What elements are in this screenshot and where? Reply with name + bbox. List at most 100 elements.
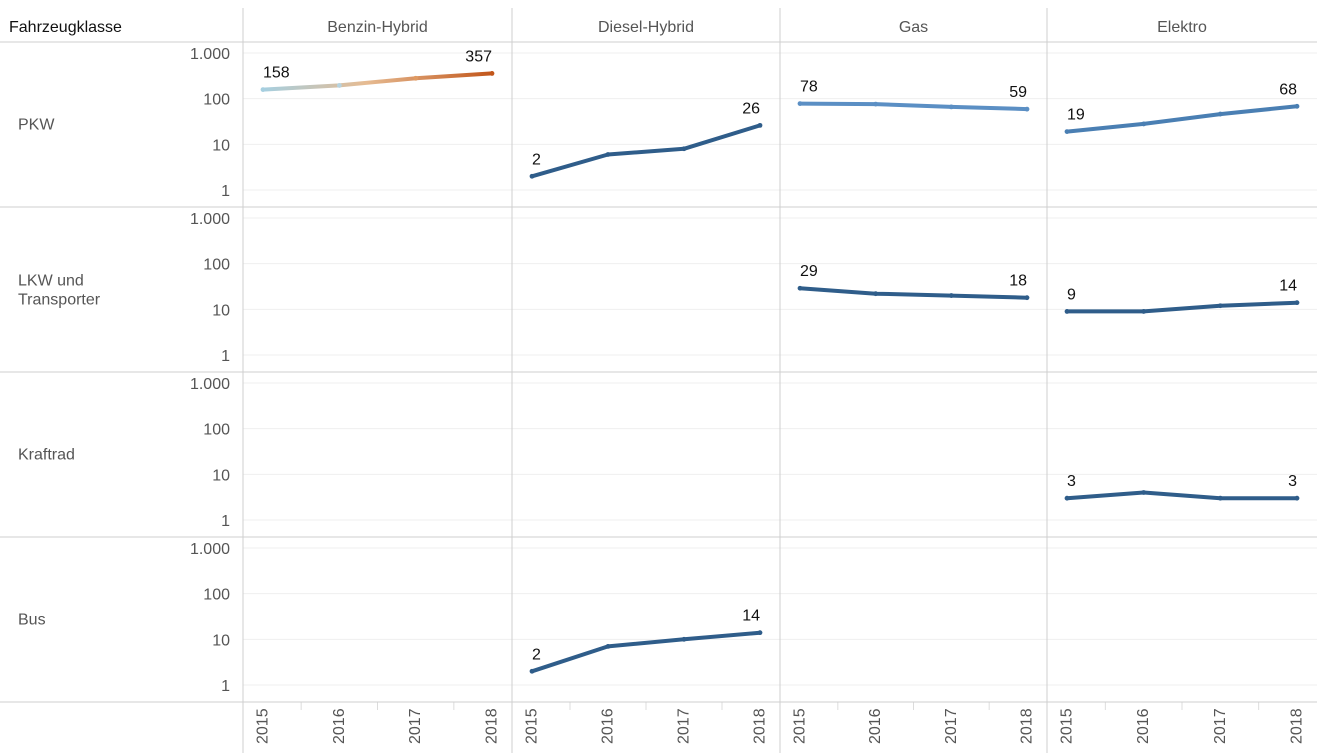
- data-label: 357: [465, 48, 492, 65]
- y-tick-label: 1: [221, 348, 230, 365]
- row-label: LKW und Transporter: [18, 273, 101, 309]
- x-tick-label: 2017: [943, 708, 960, 744]
- y-tick-label: 1.000: [190, 46, 230, 63]
- y-tick-label: 10: [212, 137, 230, 154]
- data-point: [489, 71, 495, 76]
- data-point: [1217, 303, 1223, 309]
- data-point: [757, 630, 763, 636]
- data-point: [529, 668, 535, 674]
- x-tick-label: 2016: [331, 708, 348, 744]
- y-tick-label: 1: [221, 513, 230, 530]
- x-tick-label: 2017: [1212, 708, 1229, 744]
- y-tick-label: 1.000: [190, 211, 230, 228]
- data-point: [1141, 490, 1147, 495]
- data-point: [797, 101, 803, 106]
- data-point: [1024, 295, 1030, 301]
- frame-layer: [0, 8, 1317, 753]
- column-header: Elektro: [1157, 19, 1207, 36]
- data-label: 18: [1009, 273, 1027, 290]
- y-tick-label: 1: [221, 183, 230, 200]
- data-point: [1294, 495, 1300, 501]
- data-label: 3: [1067, 473, 1076, 490]
- x-tick-label: 2015: [255, 708, 272, 744]
- data-point: [1294, 300, 1300, 306]
- series-line: [530, 630, 762, 674]
- data-point: [1217, 111, 1223, 117]
- data-point: [1064, 129, 1070, 135]
- data-point: [681, 146, 687, 152]
- y-tick-label: 100: [203, 587, 230, 604]
- data-label: 3: [1288, 473, 1297, 490]
- x-tick-label: 2015: [524, 708, 541, 744]
- row-label-line: LKW und: [18, 273, 84, 290]
- column-header: Diesel-Hybrid: [598, 19, 694, 36]
- data-label: 2: [532, 646, 541, 663]
- data-point: [948, 293, 954, 298]
- series-line: [1065, 300, 1299, 314]
- y-tick-label: 10: [212, 467, 230, 484]
- data-point: [1141, 121, 1147, 127]
- data-point: [757, 122, 763, 128]
- data-point: [1217, 495, 1223, 501]
- series-line: [1065, 104, 1299, 134]
- data-point: [681, 636, 687, 642]
- x-tick-label: 2018: [484, 708, 501, 744]
- data-label: 26: [742, 100, 760, 117]
- row-label-line: Kraftrad: [18, 447, 75, 464]
- row-label-line: PKW: [18, 117, 55, 134]
- data-point: [1141, 309, 1147, 314]
- data-label: 19: [1067, 107, 1085, 124]
- data-label: 14: [742, 608, 760, 625]
- y-tick-label: 1: [221, 678, 230, 695]
- row-label-line: Bus: [18, 612, 46, 629]
- row-label: Bus: [18, 612, 46, 629]
- row-label: PKW: [18, 117, 55, 134]
- y-tick-label: 100: [203, 92, 230, 109]
- x-tick-label: 2015: [792, 708, 809, 744]
- data-point: [1064, 309, 1070, 314]
- series-line: [798, 286, 1029, 300]
- series-line: [798, 101, 1029, 112]
- text-layer: Fahrzeugklasse Benzin-Hybrid Diesel-Hybrid…: [9, 19, 1306, 744]
- data-point: [413, 75, 419, 81]
- data-label: 158: [263, 65, 290, 82]
- data-label: 68: [1279, 81, 1297, 98]
- data-point: [1294, 103, 1300, 109]
- data-point: [1024, 106, 1030, 112]
- y-tick-label: 100: [203, 422, 230, 439]
- row-label: Kraftrad: [18, 447, 75, 464]
- series-line: [1065, 490, 1299, 501]
- data-point: [605, 152, 611, 157]
- data-point: [948, 104, 954, 110]
- x-tick-label: 2017: [676, 708, 693, 744]
- series-line: [261, 71, 494, 92]
- y-tick-label: 1.000: [190, 541, 230, 558]
- column-header: Gas: [899, 19, 928, 36]
- data-label: 9: [1067, 286, 1076, 303]
- x-tick-label: 2016: [600, 708, 617, 744]
- data-point: [797, 285, 803, 291]
- data-point: [605, 644, 611, 649]
- y-tick-label: 1.000: [190, 376, 230, 393]
- x-tick-label: 2018: [1019, 708, 1036, 744]
- data-point: [529, 173, 535, 179]
- data-label: 2: [532, 151, 541, 168]
- data-point: [873, 291, 879, 297]
- series-line: [530, 123, 762, 179]
- column-header: Benzin-Hybrid: [327, 19, 427, 36]
- x-tick-label: 2016: [867, 708, 884, 744]
- data-label: 78: [800, 79, 818, 96]
- y-tick-label: 10: [212, 302, 230, 319]
- y-tick-label: 10: [212, 632, 230, 649]
- data-point: [336, 83, 342, 88]
- y-tick-label: 100: [203, 257, 230, 274]
- x-tick-label: 2018: [752, 708, 769, 744]
- data-label: 14: [1279, 278, 1297, 295]
- row-label-line: Transporter: [18, 292, 101, 309]
- x-tick-label: 2018: [1289, 708, 1306, 744]
- series-layer: 158 357 2 26 78 59 19 68 29 18 9 14 3 3 2 14: [260, 48, 1300, 674]
- data-point: [1064, 495, 1070, 501]
- x-tick-label: 2016: [1135, 708, 1152, 744]
- data-label: 59: [1009, 84, 1027, 101]
